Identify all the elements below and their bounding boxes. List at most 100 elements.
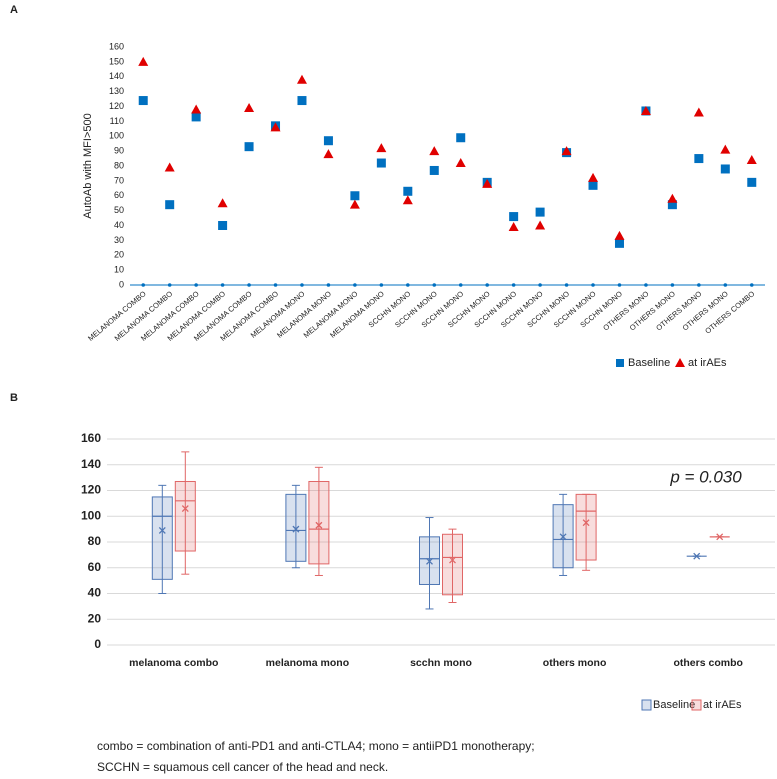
- axis-dot: [723, 283, 728, 287]
- marker: [720, 164, 730, 174]
- marker: [561, 146, 572, 156]
- marker: [429, 146, 440, 156]
- axis-dot: [670, 283, 675, 287]
- x-tick-label: others mono: [543, 657, 607, 669]
- panel-label: A: [10, 4, 18, 16]
- axis-dot: [564, 283, 569, 287]
- axis-dot: [326, 283, 331, 287]
- annotation: p = 0.030: [669, 467, 742, 486]
- y-tick-label: 130: [109, 86, 124, 96]
- x-tick-label: melanoma mono: [266, 657, 349, 669]
- marker: [720, 144, 731, 154]
- y-tick-label: 60: [88, 560, 102, 574]
- axis-dot: [458, 283, 463, 287]
- y-tick-label: 20: [114, 250, 124, 260]
- marker: [350, 191, 360, 201]
- marker: [217, 198, 228, 208]
- x-tick-label: OTHERS COMBO: [703, 289, 756, 336]
- axis-dot: [379, 283, 384, 287]
- marker: [693, 107, 704, 117]
- marker: [244, 102, 255, 112]
- marker: [588, 180, 598, 190]
- marker: [667, 200, 677, 210]
- legend-marker: [691, 699, 702, 711]
- x-tick-label: melanoma combo: [129, 657, 218, 669]
- marker: [614, 230, 625, 240]
- panel-label: B: [10, 392, 18, 404]
- axis-dot: [194, 283, 198, 287]
- mean: [426, 557, 433, 565]
- axis-dot: [617, 283, 622, 287]
- y-tick-label: 0: [94, 637, 101, 651]
- marker: [349, 199, 360, 209]
- y-tick-label: 110: [110, 116, 124, 126]
- y-tick-label: 120: [81, 483, 101, 497]
- axis-dot: [141, 283, 146, 287]
- y-tick-label: 40: [114, 220, 124, 230]
- marker: [191, 112, 201, 122]
- y-tick-label: 140: [109, 71, 124, 81]
- marker: [746, 155, 757, 165]
- x-tick-label: others combo: [673, 657, 742, 669]
- marker: [614, 238, 624, 248]
- axis-dot: [432, 283, 437, 287]
- y-tick-label: 100: [81, 508, 101, 522]
- marker: [297, 96, 307, 106]
- marker: [376, 143, 387, 153]
- marker: [588, 172, 599, 182]
- axis-dot: [485, 283, 489, 287]
- y-tick-label: 30: [114, 235, 124, 245]
- marker: [218, 221, 228, 230]
- marker: [694, 154, 704, 164]
- marker: [376, 158, 386, 168]
- caption: SCCHN = squamous cell cancer of the head…: [97, 760, 388, 774]
- legend-label: at irAEs: [703, 699, 742, 711]
- mean: [693, 552, 701, 560]
- y-tick-label: 80: [88, 534, 102, 548]
- marker: [164, 162, 175, 172]
- y-tick-label: 0: [119, 279, 124, 289]
- axis-dot: [697, 283, 701, 287]
- marker: [535, 207, 545, 217]
- marker: [403, 186, 413, 196]
- axis-dot: [644, 283, 648, 287]
- axis-dot: [247, 283, 251, 287]
- marker: [429, 165, 439, 175]
- box: [151, 496, 173, 580]
- axis-dot: [220, 283, 225, 287]
- box: [174, 480, 196, 552]
- mean: [158, 526, 166, 534]
- x-tick-label: OTHERS MONO: [654, 289, 703, 332]
- axis-dot: [273, 283, 278, 287]
- axis-dot: [749, 283, 754, 287]
- marker: [482, 178, 493, 188]
- legend-label: Baseline: [653, 699, 695, 711]
- mean: [582, 519, 590, 527]
- marker: [667, 193, 678, 203]
- y-tick-label: 60: [114, 190, 124, 200]
- caption: combo = combination of anti-PD1 and anti…: [97, 739, 535, 753]
- y-tick-label: 70: [114, 175, 124, 185]
- y-tick-label: 80: [114, 160, 124, 170]
- y-tick-label: 40: [88, 586, 102, 600]
- box: [575, 493, 597, 561]
- mean: [559, 533, 567, 541]
- marker: [138, 56, 149, 66]
- legend-label: Baseline: [628, 357, 670, 369]
- y-tick-label: 120: [109, 101, 124, 111]
- x-tick-label: OTHERS MONO: [601, 289, 650, 332]
- y-axis-label: AutoAb with MFI>500: [82, 113, 94, 218]
- legend-marker: [641, 699, 652, 711]
- mean: [292, 525, 300, 533]
- marker: [535, 220, 546, 230]
- marker: [323, 149, 334, 159]
- x-tick-label: scchn mono: [410, 657, 472, 669]
- marker: [455, 158, 466, 168]
- y-tick-label: 150: [109, 56, 124, 66]
- legend-marker: [675, 358, 685, 367]
- y-tick-label: 10: [114, 265, 124, 275]
- box: [285, 493, 307, 562]
- marker: [244, 142, 254, 152]
- marker: [323, 136, 333, 146]
